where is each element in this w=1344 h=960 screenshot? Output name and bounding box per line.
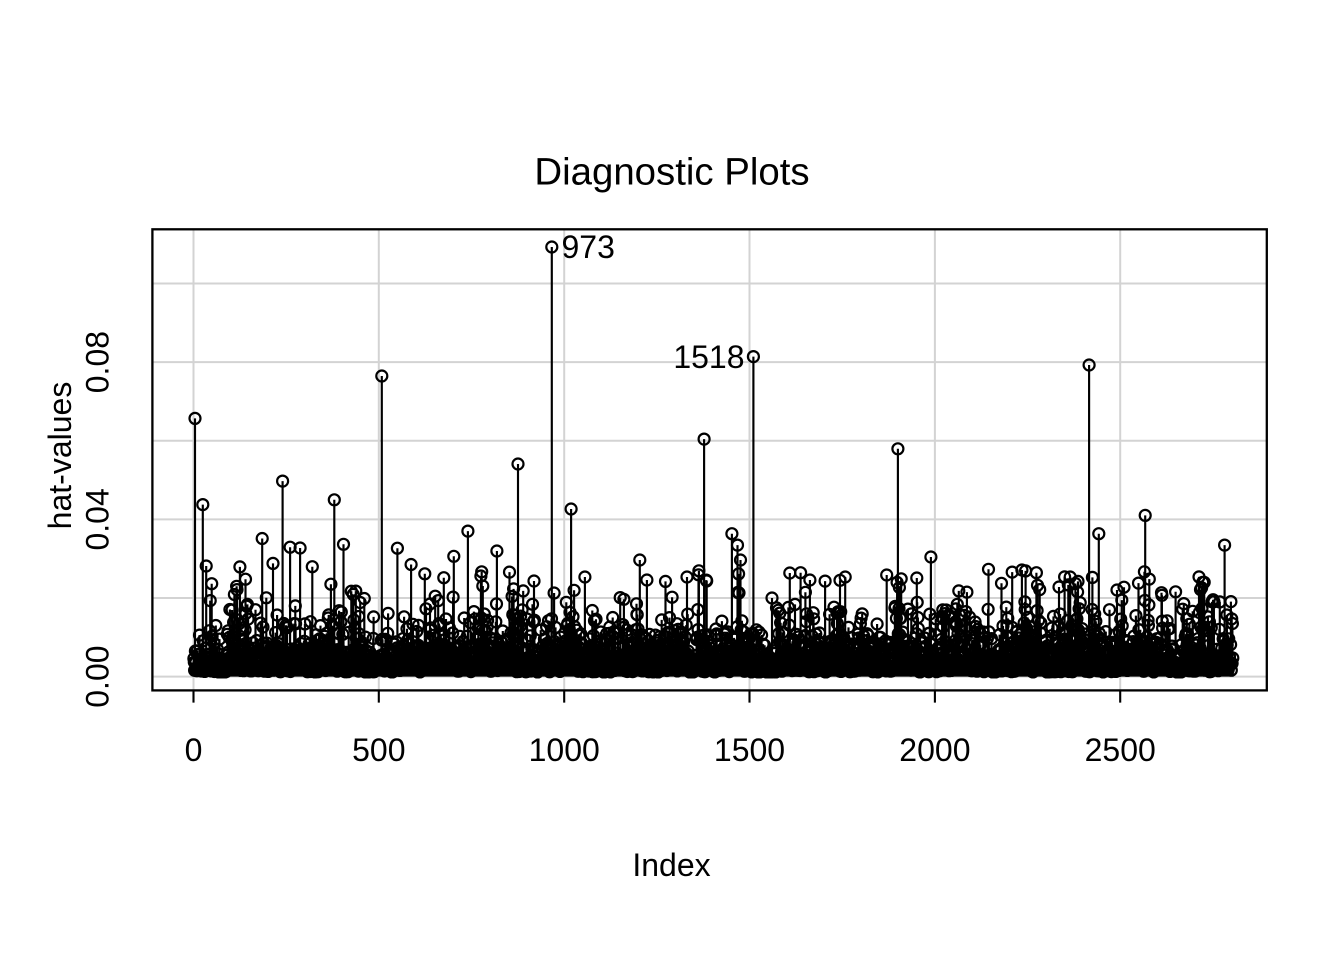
svg-text:1000: 1000 <box>529 732 600 768</box>
svg-text:0.04: 0.04 <box>80 488 116 550</box>
svg-text:973: 973 <box>562 229 615 265</box>
svg-text:0.08: 0.08 <box>80 331 116 393</box>
svg-text:0.00: 0.00 <box>80 645 116 707</box>
svg-text:500: 500 <box>352 732 405 768</box>
svg-text:hat-values: hat-values <box>42 382 78 530</box>
svg-text:Diagnostic Plots: Diagnostic Plots <box>534 151 809 194</box>
svg-text:2000: 2000 <box>899 732 970 768</box>
svg-text:Index: Index <box>632 847 710 883</box>
svg-text:1500: 1500 <box>714 732 785 768</box>
svg-text:2500: 2500 <box>1085 732 1156 768</box>
svg-text:0: 0 <box>185 732 203 768</box>
svg-text:1518: 1518 <box>673 339 744 375</box>
